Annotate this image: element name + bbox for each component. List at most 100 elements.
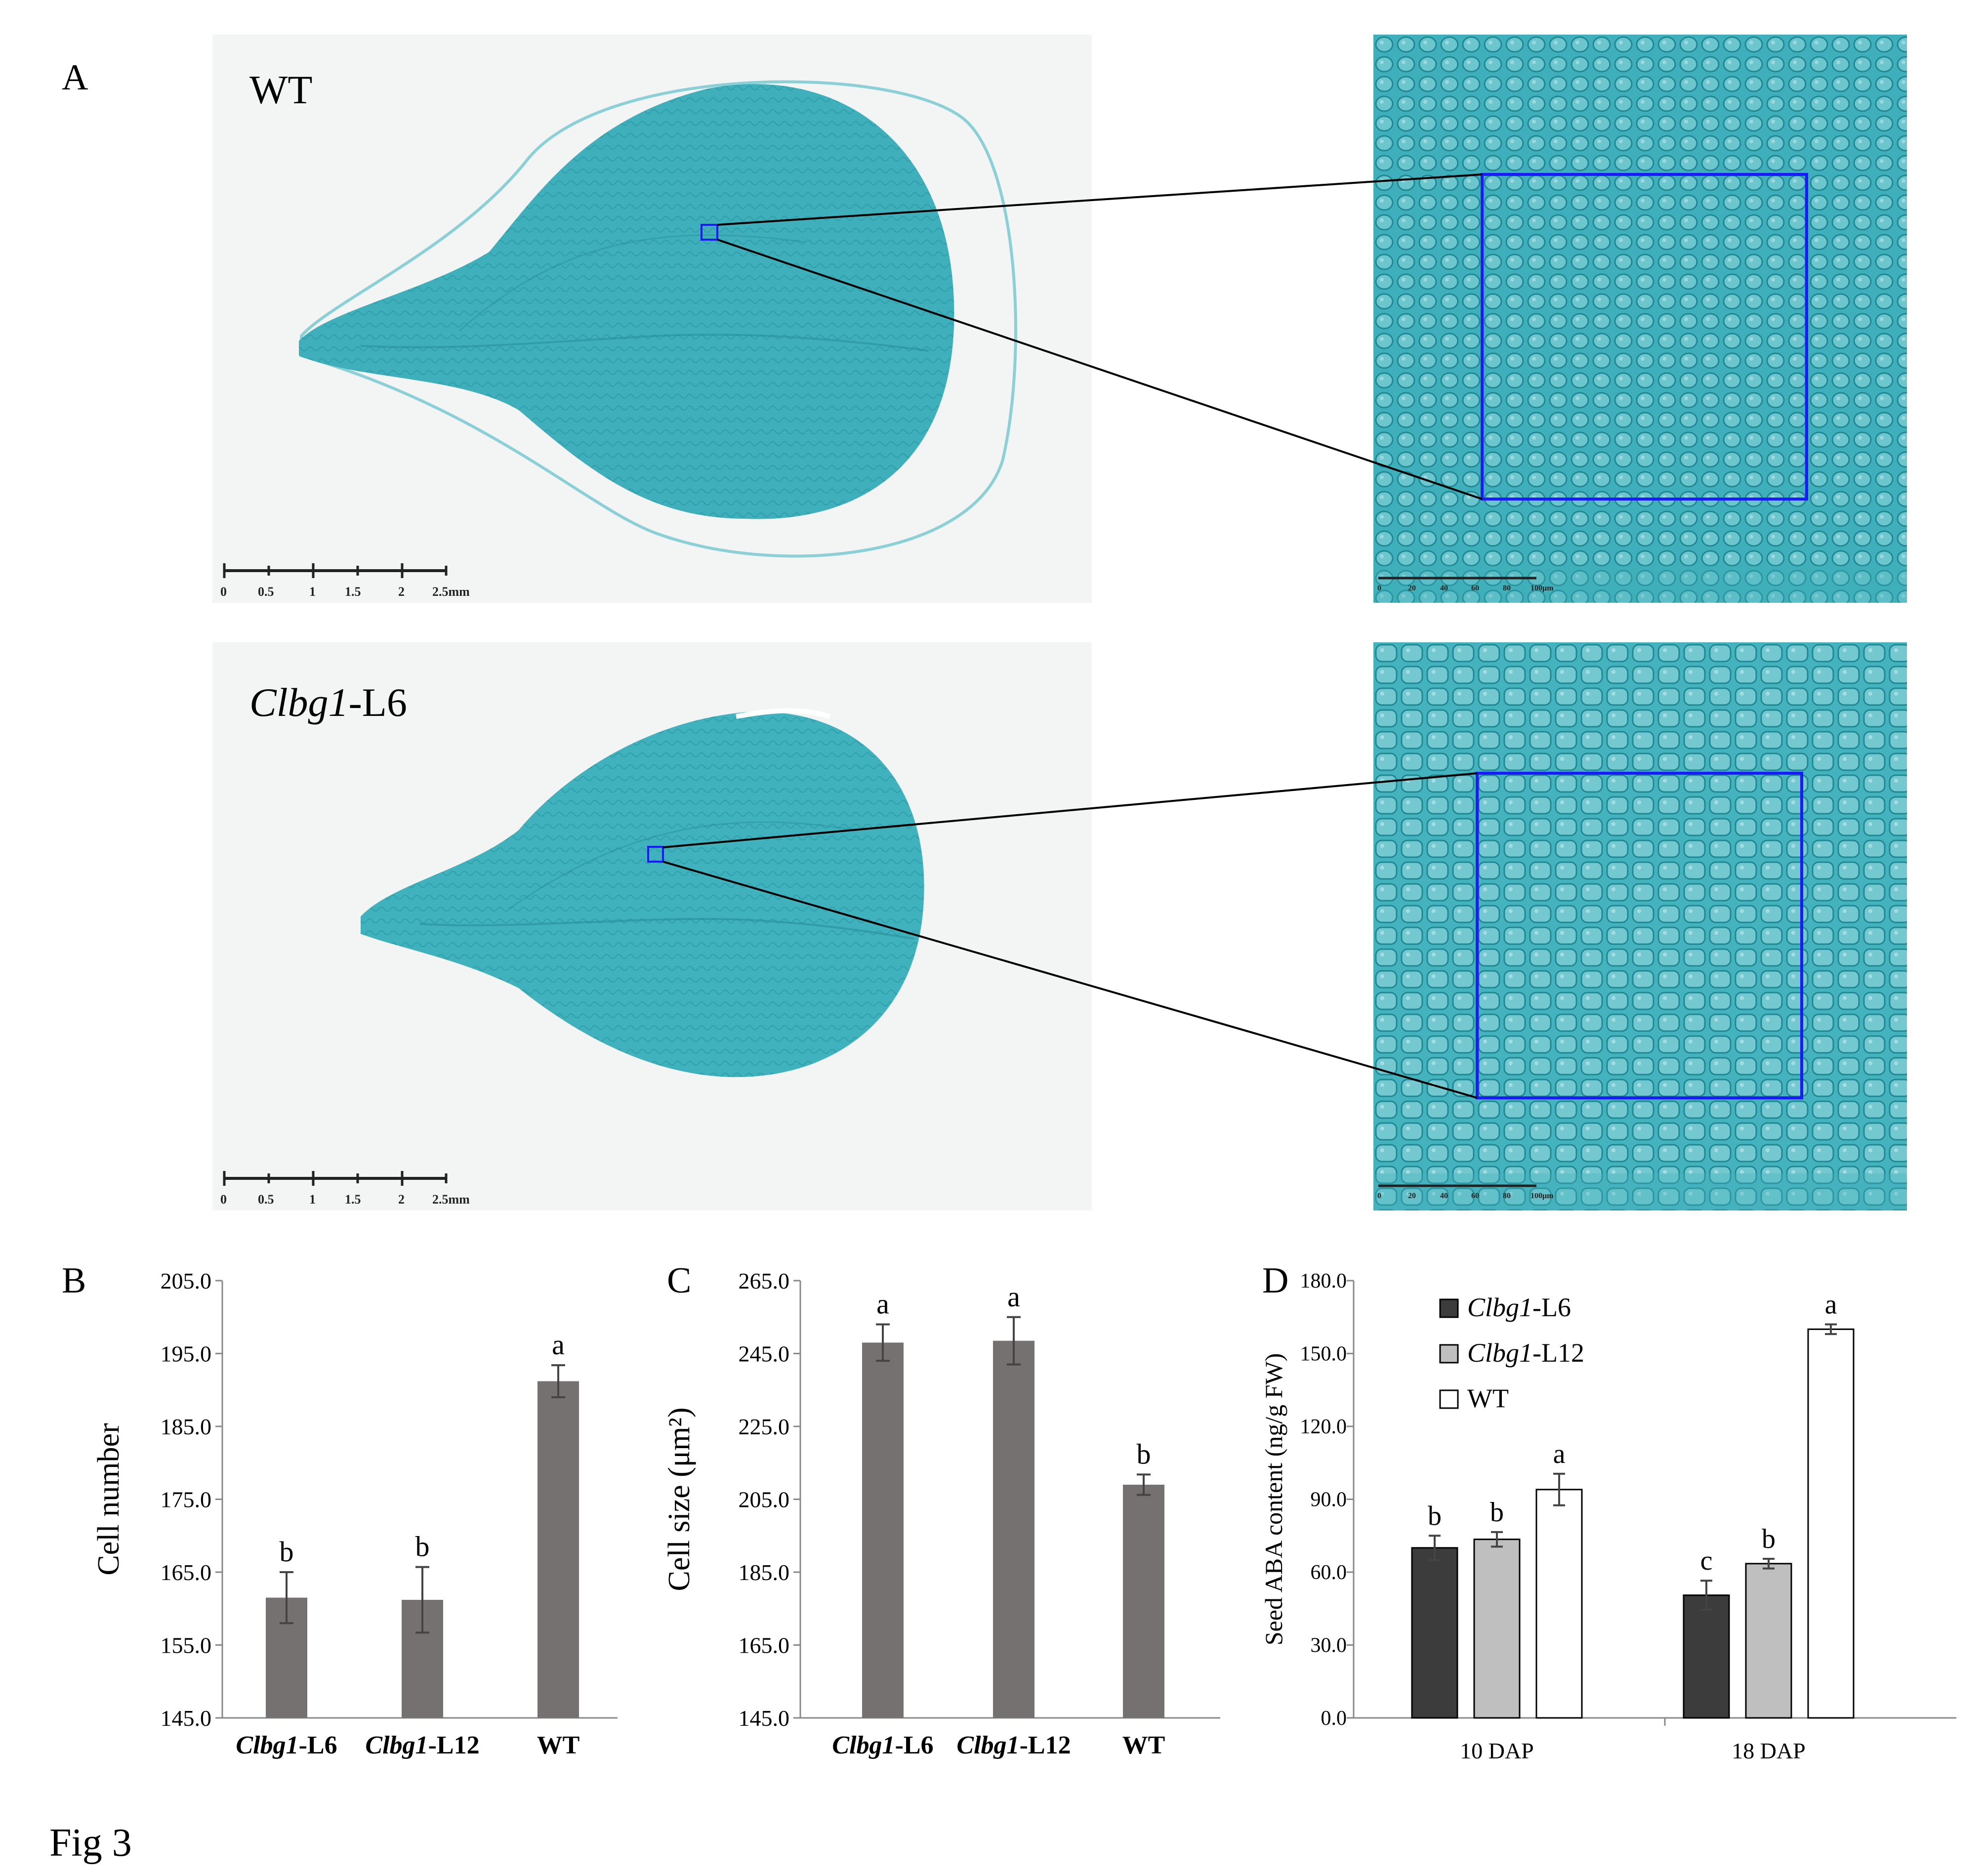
- l6-zoom-scale-tick: 80: [1503, 1192, 1511, 1200]
- l6-genotype-plain: -L6: [348, 680, 407, 725]
- chart-d-y-tick-label: 150.0: [1300, 1343, 1347, 1366]
- chart-c-y-tick-label: 205.0: [739, 1487, 790, 1512]
- chart-c-y-tick-label: 185.0: [739, 1560, 790, 1585]
- chart-d-bar: [1535, 1489, 1583, 1719]
- chart-d-bar: [1683, 1594, 1730, 1719]
- l6-scale-tick: 2: [398, 1192, 405, 1207]
- wt-genotype-label: WT: [249, 67, 312, 113]
- chart-d-y-tick-label: 0.0: [1321, 1707, 1347, 1730]
- wt-scale-tick: 1.5: [345, 584, 361, 599]
- wt-zoom-scale-tick: 80: [1503, 584, 1511, 592]
- chart-c-significance-letter: a: [876, 1288, 889, 1320]
- l6-seed-section-image: 0 0.5 1 1.5 2 2.5mm: [212, 642, 1092, 1210]
- chart-d-bar: [1473, 1539, 1521, 1719]
- l6-zoom-scale-tick: 40: [1440, 1192, 1448, 1200]
- wt-zoom-scale-tick: 40: [1440, 584, 1448, 592]
- wt-scale-tick: 1: [309, 584, 316, 599]
- chart-c-significance-letter: a: [1007, 1281, 1020, 1313]
- l6-zoom-scale-tick: 0: [1377, 1192, 1381, 1200]
- wt-seed-coat: [300, 80, 1017, 558]
- wt-zoom-region-box: [701, 224, 718, 241]
- wt-scale-tick: 2: [398, 584, 405, 599]
- chart-d-significance-letter: b: [1490, 1497, 1504, 1528]
- l6-embryo-gap: [736, 708, 831, 719]
- chart-d-y-tick-label: 180.0: [1300, 1270, 1347, 1292]
- chart-c-y-axis-title: Cell size (μm²): [662, 1407, 696, 1591]
- l6-scale-tick: 2.5mm: [432, 1192, 470, 1207]
- chart-b-significance-letter: b: [415, 1531, 430, 1563]
- l6-scale-tick: 1: [309, 1192, 316, 1207]
- l6-seed-section-drawing: 0 0.5 1 1.5 2 2.5mm: [220, 708, 924, 1207]
- wt-zoom-scale-tick: 0: [1377, 584, 1381, 592]
- wt-vein: [360, 334, 929, 352]
- l6-embryo: [361, 711, 924, 1077]
- chart-c-bar: [1123, 1485, 1164, 1718]
- chart-b-y-tick-label: 205.0: [161, 1268, 212, 1293]
- wt-embryo: [299, 84, 954, 519]
- chart-d-legend-swatch: [1439, 1298, 1459, 1318]
- chart-b-bar: [537, 1381, 579, 1718]
- wt-genotype-plain: WT: [249, 67, 313, 112]
- l6-vein: [508, 821, 855, 910]
- chart-d-legend-label: Clbg1-L12: [1467, 1338, 1584, 1368]
- wt-zoom-drawing: 0 20 40 60 80 100μm: [1373, 35, 1907, 603]
- chart-d-y-axis-title: Seed ABA content (ng/g FW): [1260, 1353, 1287, 1646]
- chart-d-y-tick-label: 60.0: [1311, 1561, 1347, 1584]
- chart-b-significance-letter: a: [552, 1329, 565, 1361]
- chart-c-bar: [993, 1340, 1034, 1718]
- l6-zoom-connector-lines: [662, 772, 1478, 1099]
- chart-b-y-tick-label: 155.0: [161, 1633, 212, 1658]
- chart-c-y-tick-label: 165.0: [739, 1633, 790, 1658]
- l6-genotype-label: Clbg1-L6: [249, 679, 407, 726]
- chart-c-y-tick-label: 145.0: [739, 1706, 790, 1731]
- wt-seed-section-image: 0 0.5 1 1.5 2 2.5mm: [212, 35, 1092, 603]
- chart-d-y-tick-label: 90.0: [1311, 1489, 1347, 1511]
- l6-zoom-region-box: [647, 846, 664, 863]
- l6-vein: [419, 917, 914, 940]
- chart-b: 145.0 155.0 165.0 175.0 185.0 195.0 205.0 Cell …: [92, 1268, 618, 1759]
- chart-c-y-tick-label: 245.0: [739, 1341, 790, 1367]
- panel-label-a: A: [62, 57, 88, 98]
- wt-scale-tick: 0.5: [258, 584, 274, 599]
- chart-d-legend-label: Clbg1-L6: [1467, 1292, 1571, 1322]
- wt-zoom-scale-tick: 60: [1471, 584, 1479, 592]
- l6-scale-tick: 0: [220, 1192, 227, 1207]
- chart-d-bar: [1745, 1563, 1792, 1719]
- chart-d-legend-swatch: [1439, 1389, 1459, 1409]
- l6-zoom-scale-tick: 100μm: [1530, 1192, 1554, 1200]
- chart-b-category-label: WT: [537, 1731, 580, 1759]
- chart-d: 0.0 30.0 60.0 90.0 120.0 150.0 180.0 Seed ABA c…: [1260, 1270, 1956, 1763]
- chart-d-bar: [1411, 1547, 1458, 1719]
- l6-scale-tick: 0.5: [258, 1192, 274, 1207]
- chart-c-category-label: Clbg1-L6: [832, 1731, 933, 1759]
- wt-scale-tick: 0: [220, 584, 227, 599]
- chart-d-significance-letter: b: [1762, 1524, 1776, 1554]
- chart-b-y-tick-label: 175.0: [161, 1487, 212, 1512]
- chart-b-y-tick-label: 145.0: [161, 1706, 212, 1731]
- l6-zoom-image: 0 20 40 60 80 100μm: [1373, 642, 1907, 1210]
- chart-c-y-tick-label: 265.0: [739, 1268, 790, 1293]
- wt-vein: [458, 234, 806, 332]
- panel-label-d: D: [1262, 1260, 1289, 1301]
- l6-zoom-drawing: 0 20 40 60 80 100μm: [1373, 642, 1907, 1210]
- chart-d-y-tick-label: 30.0: [1311, 1634, 1347, 1657]
- chart-b-category-label: Clbg1-L12: [365, 1731, 479, 1759]
- wt-zoom-connector-lines: [717, 173, 1483, 500]
- wt-zoom-image: 0 20 40 60 80 100μm: [1373, 35, 1907, 603]
- chart-d-bar: [1807, 1328, 1855, 1719]
- wt-zoom-scale-tick: 20: [1408, 584, 1416, 592]
- chart-c-significance-letter: b: [1137, 1438, 1151, 1470]
- chart-d-y-tick-label: 120.0: [1300, 1416, 1347, 1438]
- chart-b-y-tick-label: 185.0: [161, 1414, 212, 1439]
- panel-label-b: B: [62, 1260, 86, 1301]
- wt-scale-tick: 2.5mm: [432, 584, 470, 599]
- chart-c-category-label: Clbg1-L12: [956, 1731, 1071, 1759]
- chart-b-category-label: Clbg1-L6: [236, 1731, 337, 1759]
- chart-c-y-tick-label: 225.0: [739, 1414, 790, 1439]
- chart-d-significance-letter: a: [1553, 1439, 1566, 1469]
- l6-genotype-italic: Clbg1: [249, 680, 349, 725]
- l6-counting-box: [1476, 772, 1803, 1099]
- l6-scale-tick: 1.5: [345, 1192, 361, 1207]
- chart-b-y-tick-label: 195.0: [161, 1341, 212, 1367]
- chart-b-significance-letter: b: [280, 1536, 294, 1568]
